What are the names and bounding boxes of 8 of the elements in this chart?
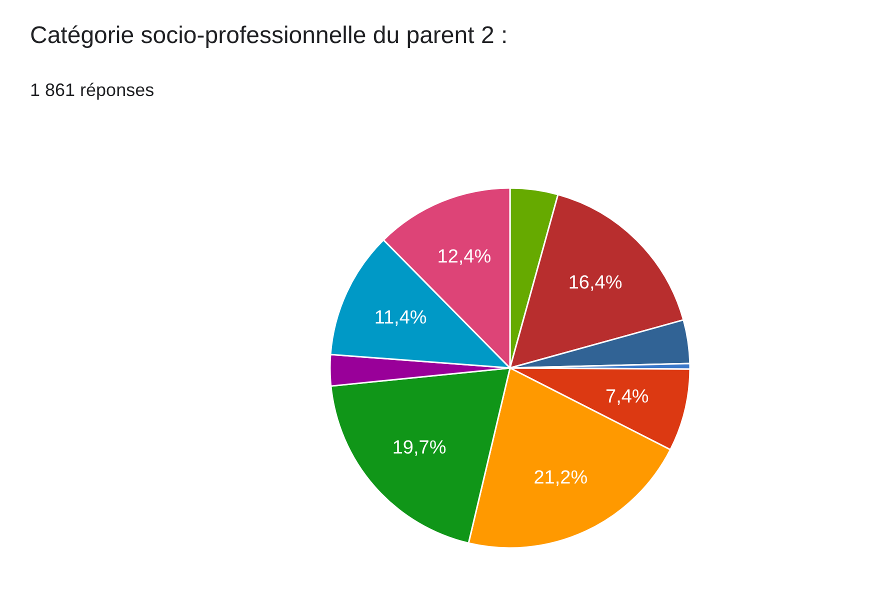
chart-title: Catégorie socio-professionnelle du parent 2 : xyxy=(30,22,508,49)
data-label: 21,2% xyxy=(534,467,588,488)
data-label: 16,4% xyxy=(568,272,622,294)
data-label: 11,4% xyxy=(374,307,427,328)
text: 1 861 réponses xyxy=(30,80,154,100)
data-label: 19,7% xyxy=(392,437,446,458)
data-label: 7,4% xyxy=(606,386,649,408)
data-label: 12,4% xyxy=(437,246,492,268)
